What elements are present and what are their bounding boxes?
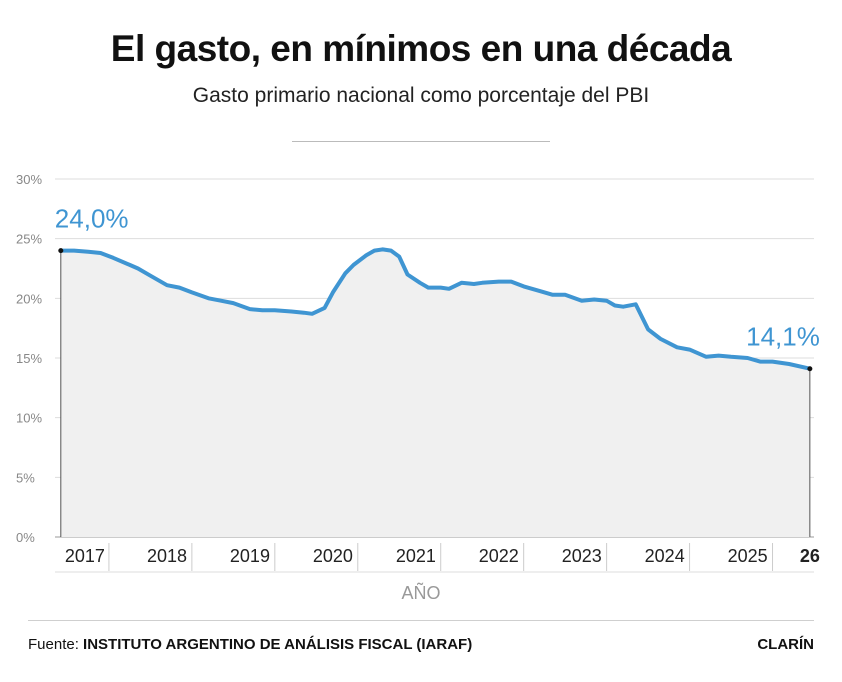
x-tick-label: 26 <box>800 546 820 566</box>
value-annotation: 14,1% <box>746 322 820 352</box>
chart-subtitle: Gasto primario nacional como porcentaje … <box>192 84 650 107</box>
y-tick-label: 0% <box>16 530 35 545</box>
source-note: Fuente: INSTITUTO ARGENTINO DE ANÁLISIS … <box>28 636 472 653</box>
y-tick-label: 15% <box>16 351 42 366</box>
source-prefix: Fuente: <box>28 636 79 653</box>
source-name: INSTITUTO ARGENTINO DE ANÁLISIS FISCAL (… <box>83 636 473 653</box>
y-tick-label: 25% <box>16 232 42 247</box>
title-divider <box>292 141 550 142</box>
y-tick-label: 5% <box>16 470 35 485</box>
y-tick-label: 10% <box>16 411 42 426</box>
x-axis-label: AÑO <box>401 582 440 603</box>
x-tick-label: 2017 <box>65 546 105 566</box>
x-tick-label: 2023 <box>562 546 602 566</box>
area-fill <box>60 249 810 537</box>
y-tick-label: 30% <box>16 172 42 187</box>
x-tick-label: 2024 <box>645 546 685 566</box>
brand-logo: CLARÍN <box>757 636 814 653</box>
y-tick-label: 20% <box>16 291 42 306</box>
end-point <box>807 366 813 372</box>
line-chart: 0% 5% 10% 15% 20% 25% 30% 24,0% 14,1% 2017 2018 201… <box>16 172 820 603</box>
x-tick-label: 2020 <box>313 546 353 566</box>
chart-title: El gasto, en mínimos en una década <box>110 28 732 69</box>
x-tick-label: 2019 <box>230 546 270 566</box>
footer-divider <box>28 620 814 621</box>
series-line <box>58 247 812 371</box>
x-tick-label: 2021 <box>396 546 436 566</box>
start-point <box>58 248 64 254</box>
x-tick-label: 2022 <box>479 546 519 566</box>
x-tick-label: 2025 <box>728 546 768 566</box>
x-tick-label: 2018 <box>147 546 187 566</box>
value-annotation: 24,0% <box>55 204 129 234</box>
